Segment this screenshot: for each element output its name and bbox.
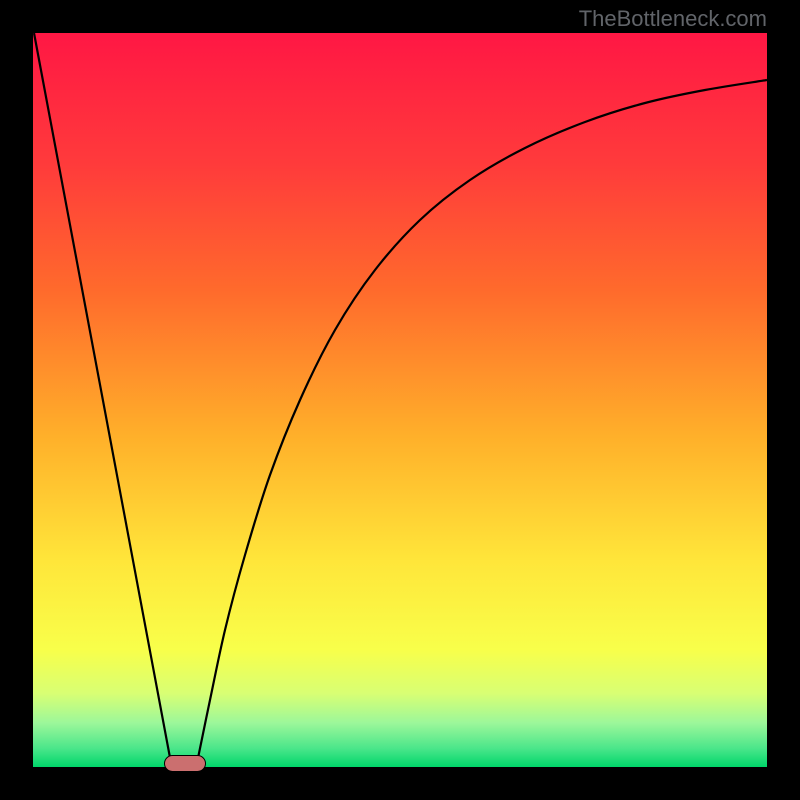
bottleneck-curve (34, 33, 767, 763)
watermark-text: TheBottleneck.com (579, 6, 767, 32)
chart-container: TheBottleneck.com (0, 0, 800, 800)
optimal-marker (164, 755, 206, 772)
curve-layer (0, 0, 800, 800)
